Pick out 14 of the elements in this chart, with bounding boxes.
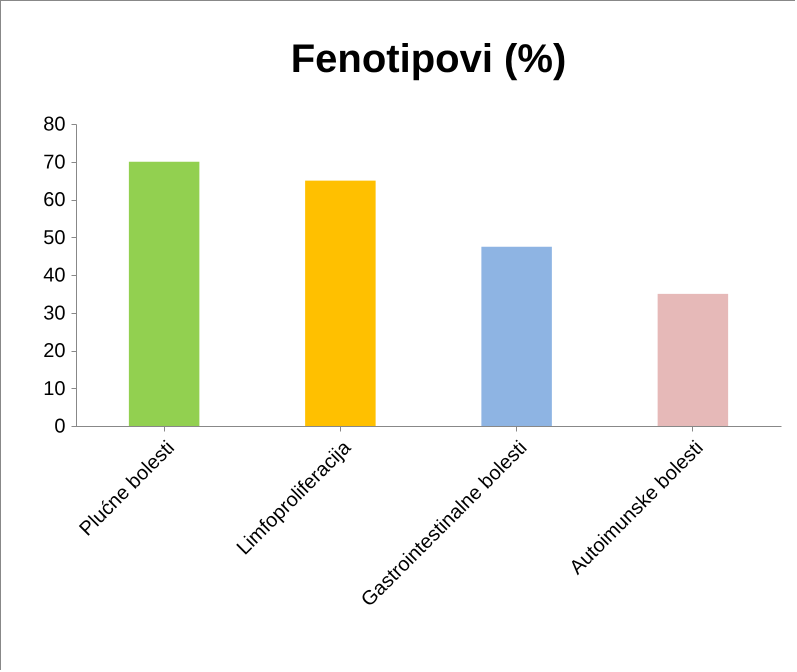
y-tick-label: 30	[43, 302, 66, 324]
bar	[128, 162, 200, 426]
y-tick-label: 20	[43, 340, 66, 362]
y-tick-label: 10	[43, 378, 66, 400]
y-tick-label: 50	[43, 226, 66, 249]
y-tick-label: 60	[43, 189, 66, 211]
chart-title: Fenotipovi (%)	[290, 37, 566, 81]
y-tick-label: 0	[54, 416, 66, 438]
y-tick-label: 70	[43, 151, 66, 174]
bar	[658, 294, 728, 426]
bar	[305, 180, 376, 426]
bar	[481, 246, 552, 426]
y-tick-label: 80	[43, 114, 66, 136]
y-tick-label: 40	[43, 264, 66, 286]
